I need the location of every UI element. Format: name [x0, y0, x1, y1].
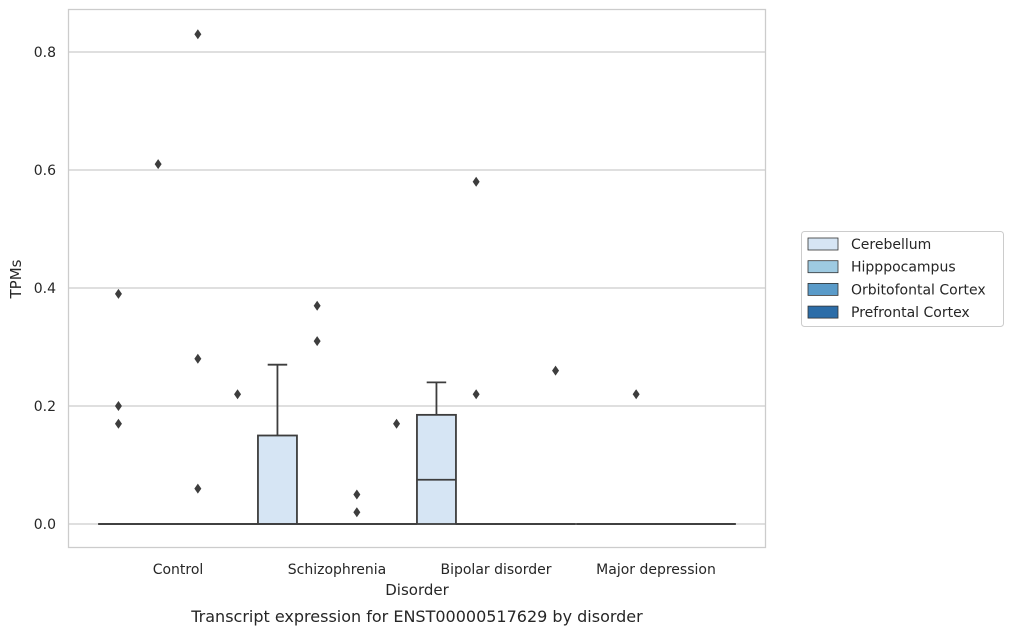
- box-plot: [376, 418, 417, 525]
- y-tick-label: 0.4: [34, 281, 56, 297]
- legend-swatch: [807, 237, 839, 251]
- y-axis-title: TPMs: [7, 259, 25, 299]
- outlier-point: [234, 389, 242, 400]
- outlier-point: [353, 507, 361, 518]
- plot-frame: [67, 8, 767, 549]
- box-plot: [296, 300, 338, 525]
- x-tick-label: Control: [153, 562, 204, 578]
- x-axis-title: Disorder: [385, 581, 449, 599]
- box-plot: [177, 29, 219, 525]
- x-tick-label: Bipolar disorder: [440, 562, 551, 578]
- x-axis-ticks: Control Schizophrenia Bipolar disorder Majo…: [153, 562, 716, 578]
- legend-label: Hipppocampus: [851, 260, 956, 276]
- y-tick-label: 0.0: [34, 517, 56, 533]
- box-plots: [98, 29, 736, 525]
- outlier-point: [472, 389, 480, 400]
- outlier-point: [194, 29, 202, 40]
- y-axis-ticks: 0.0 0.2 0.4 0.6 0.8: [34, 45, 56, 533]
- legend-label: Orbitofontal Cortex: [851, 282, 986, 298]
- x-tick-label: Schizophrenia: [288, 562, 386, 578]
- outlier-point: [393, 418, 401, 429]
- box-plot: [137, 159, 179, 525]
- x-tick-label: Major depression: [596, 562, 716, 578]
- legend-swatch: [807, 282, 839, 296]
- box-plot: [257, 363, 298, 525]
- outlier-point: [313, 300, 321, 311]
- box: [257, 434, 298, 525]
- box-plot: [98, 288, 139, 525]
- outlier-point: [154, 159, 162, 170]
- box-plot: [615, 389, 657, 525]
- box: [416, 413, 457, 525]
- outlier-point: [472, 176, 480, 187]
- legend-frame: [801, 231, 1004, 327]
- box-plot: [416, 381, 457, 525]
- outlier-point: [313, 336, 321, 347]
- box-plot: [455, 176, 497, 525]
- box-plot: [535, 365, 576, 525]
- box-plot: [217, 389, 258, 525]
- outlier-point: [194, 483, 202, 494]
- outlier-point: [114, 418, 122, 429]
- outlier-point: [114, 288, 122, 299]
- legend: Cerebellum Hipppocampus Orbitofontal Corte…: [801, 231, 1004, 327]
- legend-label: Prefrontal Cortex: [851, 305, 970, 321]
- outlier-point: [552, 365, 560, 376]
- y-tick-label: 0.2: [34, 399, 56, 415]
- y-tick-label: 0.6: [34, 163, 56, 179]
- legend-swatch: [807, 260, 839, 274]
- legend-label: Cerebellum: [851, 237, 931, 253]
- box-plot: [336, 489, 378, 525]
- outlier-point: [194, 353, 202, 364]
- legend-swatch: [807, 305, 839, 319]
- outlier-point: [114, 401, 122, 411]
- outlier-point: [632, 389, 640, 400]
- outlier-point: [353, 489, 361, 500]
- y-tick-label: 0.8: [34, 45, 56, 61]
- chart-caption: Transcript expression for ENST0000051762…: [190, 607, 643, 626]
